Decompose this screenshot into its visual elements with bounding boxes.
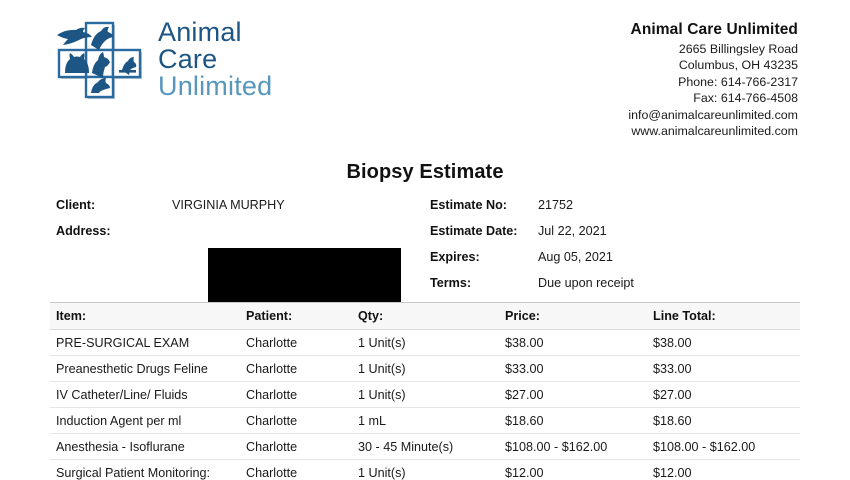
client-label: Client: [56,198,96,212]
table-row: Preanesthetic Drugs Feline Charlotte 1 U… [50,356,800,382]
table-row: Surgical Patient Monitoring: Charlotte 1… [50,460,800,480]
address-redaction-box [208,248,401,311]
cell-patient: Charlotte [246,387,298,402]
table-row: Induction Agent per ml Charlotte 1 mL $1… [50,408,800,434]
table-row: IV Catheter/Line/ Fluids Charlotte 1 Uni… [50,382,800,408]
company-phone: Phone: 614-766-2317 [678,74,798,89]
cell-qty: 30 - 45 Minute(s) [358,439,454,454]
cell-patient: Charlotte [246,361,298,376]
client-row: Client: VIRGINIA MURPHY [56,198,416,224]
estimate-date-label: Estimate Date: [430,224,518,238]
line-items-table: Item: Patient: Qty: Price: Line Total: P… [50,302,800,480]
column-header-patient: Patient: [246,309,293,323]
cell-line-total: $108.00 - $162.00 [653,439,756,454]
cell-price: $108.00 - $162.00 [505,439,608,454]
company-street: 2665 Billingsley Road [678,41,798,56]
estimate-meta-section: Client: VIRGINIA MURPHY Address: Estimat… [0,198,850,311]
terms-row: Terms: Due upon receipt [430,276,810,302]
cell-line-total: $12.00 [653,465,692,480]
table-row: Anesthesia - Isoflurane Charlotte 30 - 4… [50,434,800,460]
estimate-no-row: Estimate No: 21752 [430,198,810,224]
flying-bird-icon [57,27,92,45]
column-header-price: Price: [505,309,541,323]
table-row: PRE-SURGICAL EXAM Charlotte 1 Unit(s) $3… [50,330,800,356]
cell-patient: Charlotte [246,439,298,454]
cell-line-total: $38.00 [653,335,692,350]
logo-word-animal: Animal [158,16,242,47]
logo-word-care: Care [158,43,218,74]
brand-logo: Animal Care Unlimited [56,18,272,100]
document-header: Animal Care Unlimited Animal Care Unlimi… [0,0,850,150]
client-info-block: Client: VIRGINIA MURPHY Address: [56,198,416,311]
client-value: VIRGINIA MURPHY [172,198,285,212]
company-contact-block: Animal Care Unlimited 2665 Billingsley R… [628,20,798,140]
cell-price: $33.00 [505,361,544,376]
estimate-no-value: 21752 [538,198,574,212]
cell-patient: Charlotte [246,335,298,350]
company-fax: Fax: 614-766-4508 [693,91,798,106]
cell-item: Induction Agent per ml [56,413,182,428]
company-name: Animal Care Unlimited [630,21,798,38]
cell-item: PRE-SURGICAL EXAM [56,335,190,350]
cell-line-total: $33.00 [653,361,692,376]
animal-care-unlimited-cross-logo [56,18,148,100]
cell-price: $18.60 [505,413,544,428]
cell-item: Surgical Patient Monitoring: [56,465,211,480]
cell-item: IV Catheter/Line/ Fluids [56,387,188,402]
terms-value: Due upon receipt [538,276,634,290]
estimate-date-value: Jul 22, 2021 [538,224,607,238]
expires-label: Expires: [430,250,480,264]
cell-line-total: $27.00 [653,387,692,402]
address-label: Address: [56,224,111,238]
address-row: Address: [56,224,416,311]
cell-patient: Charlotte [246,465,298,480]
company-city: Columbus, OH 43235 [678,58,798,73]
cell-qty: 1 Unit(s) [358,387,406,402]
page-title: Biopsy Estimate [346,161,504,183]
cell-price: $12.00 [505,465,544,480]
expires-value: Aug 05, 2021 [538,250,613,264]
estimate-info-block: Estimate No: 21752 Estimate Date: Jul 22… [430,198,810,302]
company-email: info@animalcareunlimited.com [628,107,798,122]
column-header-item: Item: [56,309,87,323]
cell-item: Preanesthetic Drugs Feline [56,361,208,376]
brand-wordmark: Animal Care Unlimited [158,16,273,101]
logo-word-unlimited: Unlimited [158,70,273,101]
cell-patient: Charlotte [246,413,298,428]
cell-qty: 1 Unit(s) [358,335,406,350]
company-website: www.animalcareunlimited.com [631,124,798,139]
cell-qty: 1 Unit(s) [358,465,406,480]
expires-row: Expires: Aug 05, 2021 [430,250,810,276]
cell-price: $27.00 [505,387,544,402]
estimate-date-row: Estimate Date: Jul 22, 2021 [430,224,810,250]
column-header-qty: Qty: [358,309,384,323]
cell-line-total: $18.60 [653,413,692,428]
terms-label: Terms: [430,276,472,290]
cell-qty: 1 Unit(s) [358,361,406,376]
cell-qty: 1 mL [358,413,386,428]
estimate-no-label: Estimate No: [430,198,507,212]
cell-price: $38.00 [505,335,544,350]
column-header-line-total: Line Total: [653,309,716,323]
cell-item: Anesthesia - Isoflurane [56,439,185,454]
table-header-row: Item: Patient: Qty: Price: Line Total: [50,302,800,330]
